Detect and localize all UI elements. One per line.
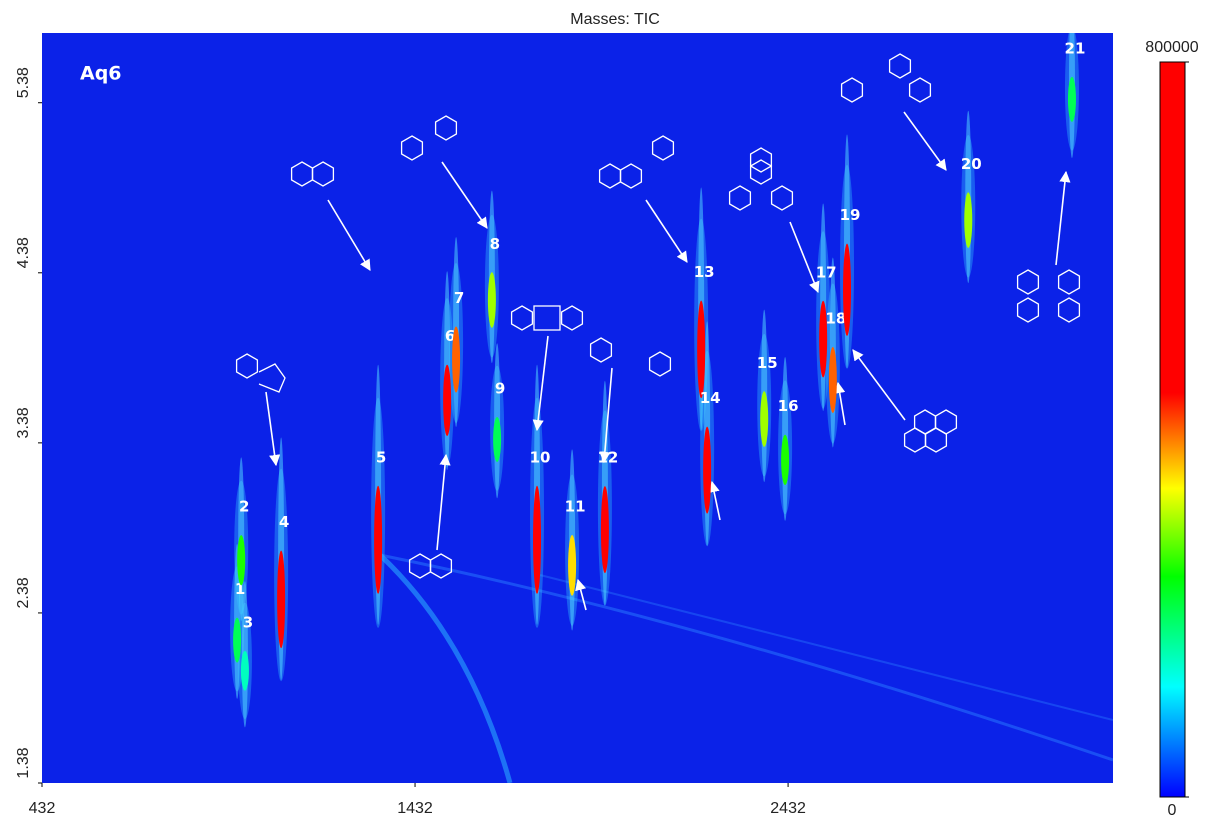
peak — [277, 550, 286, 649]
chart-title: Masses: TIC — [570, 11, 660, 28]
peak — [452, 326, 461, 393]
peak — [568, 534, 577, 596]
colorbar-label: 800000 — [1145, 39, 1198, 56]
peak-label: 18 — [825, 309, 846, 327]
x-tick-label: 432 — [29, 800, 56, 817]
peak — [819, 300, 828, 378]
peak-label: 16 — [778, 397, 799, 415]
peak-label: 14 — [700, 389, 721, 407]
y-tick-label: 5.38 — [15, 67, 32, 98]
background-streaks — [378, 553, 1113, 783]
peak-label: 13 — [694, 263, 715, 281]
peak-label: 2 — [239, 498, 249, 516]
peak — [493, 416, 502, 462]
peak-label: 15 — [757, 354, 778, 372]
peak — [233, 617, 242, 663]
y-tick-label: 1.38 — [15, 747, 32, 778]
peak — [600, 486, 609, 574]
peak-label: 9 — [495, 379, 505, 397]
peak-label: 8 — [490, 235, 500, 253]
peak — [1067, 76, 1076, 122]
peak — [828, 346, 837, 413]
peak-label: 6 — [445, 327, 455, 345]
peak — [443, 364, 452, 436]
peak-label: 20 — [961, 155, 982, 173]
plot-area — [42, 33, 1113, 783]
y-tick-label: 3.38 — [15, 407, 32, 438]
x-tick-label: 1432 — [397, 800, 433, 817]
peak-label: 4 — [279, 513, 289, 531]
y-tick-label: 2.38 — [15, 577, 32, 608]
peak — [697, 300, 706, 399]
colorbar — [1159, 61, 1186, 798]
peak — [487, 272, 496, 328]
peak-label: 19 — [840, 206, 861, 224]
sample-label: Aq6 — [80, 63, 122, 85]
peak-label: 11 — [565, 497, 586, 515]
peak — [703, 426, 712, 514]
peak — [843, 243, 852, 336]
peak-label: 17 — [816, 263, 837, 281]
colorbar-label: 0 — [1168, 802, 1177, 819]
x-tick-label: 2432 — [770, 800, 806, 817]
y-tick-label: 4.38 — [15, 237, 32, 268]
peak — [533, 485, 542, 594]
peak-label: 1 — [235, 580, 245, 598]
peak — [240, 650, 249, 691]
peak-label: 21 — [1065, 39, 1086, 57]
peak-label: 10 — [530, 448, 551, 466]
peak — [237, 535, 246, 586]
peak — [781, 434, 790, 485]
structures — [235, 53, 1081, 611]
peak-label: 3 — [243, 613, 253, 631]
peak — [374, 485, 383, 594]
peak — [964, 192, 973, 248]
peak-label: 12 — [597, 449, 618, 467]
peak-label: 5 — [376, 448, 386, 466]
peak-label: 7 — [454, 289, 464, 307]
peak — [760, 391, 769, 447]
